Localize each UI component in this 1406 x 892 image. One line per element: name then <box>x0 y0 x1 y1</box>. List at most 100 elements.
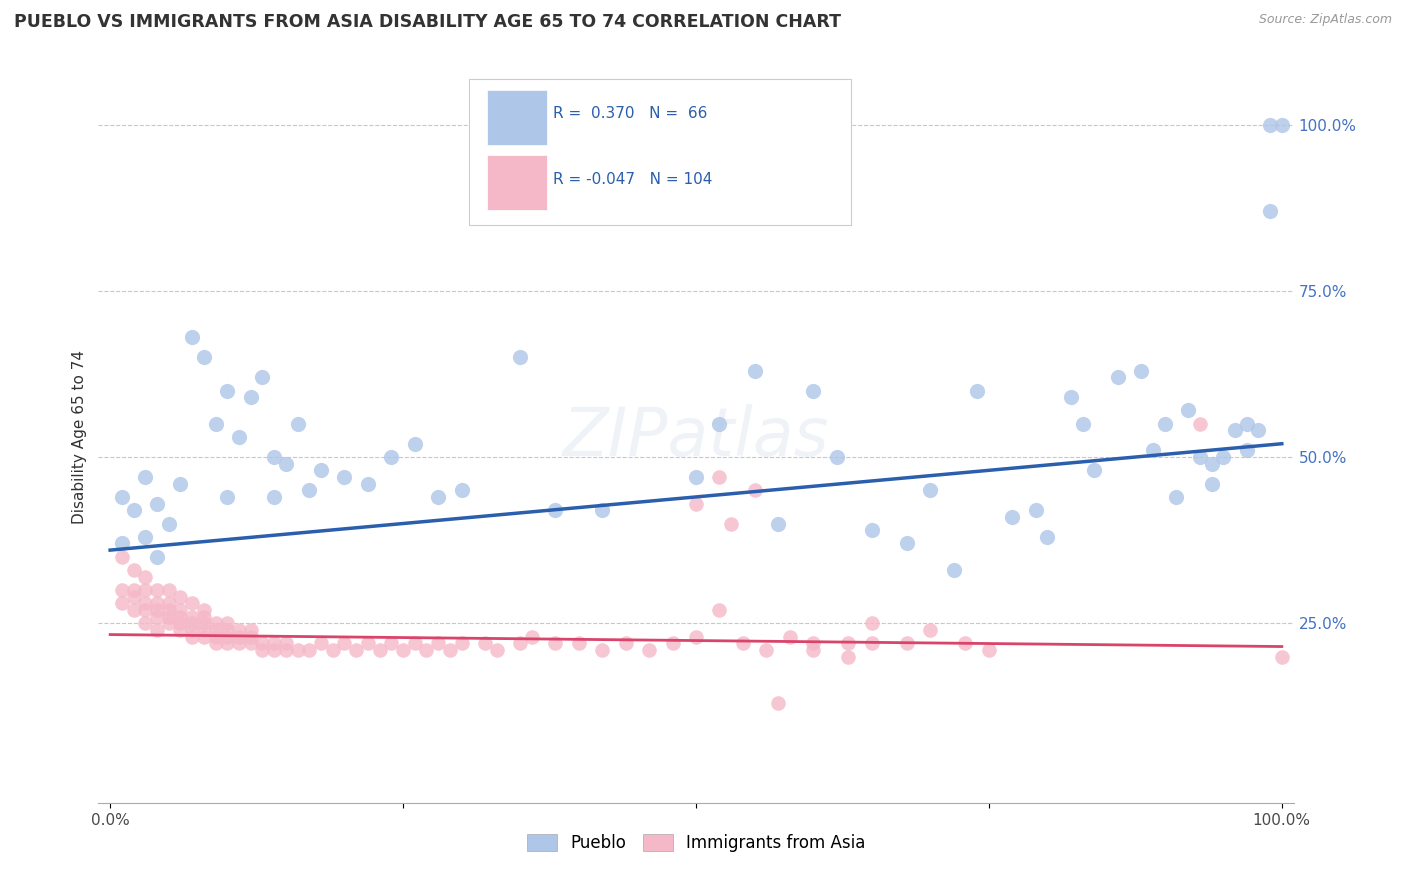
Point <box>111 490 134 504</box>
Point <box>415 643 437 657</box>
Point <box>404 436 426 450</box>
Point <box>157 609 180 624</box>
Point <box>122 590 145 604</box>
Point <box>169 616 191 631</box>
Point <box>380 450 402 464</box>
Point <box>1271 118 1294 132</box>
Point <box>977 643 1000 657</box>
Point <box>661 636 683 650</box>
Point <box>193 603 215 617</box>
Point <box>181 616 204 631</box>
Point <box>1166 490 1188 504</box>
Point <box>1107 370 1129 384</box>
Point <box>228 623 250 637</box>
Point <box>263 643 285 657</box>
Point <box>169 623 191 637</box>
Point <box>1258 204 1281 219</box>
Point <box>134 596 156 610</box>
Point <box>955 636 977 650</box>
Point <box>485 643 508 657</box>
Point <box>333 636 356 650</box>
Point <box>720 516 742 531</box>
Point <box>860 523 883 537</box>
Point <box>181 630 204 644</box>
Point <box>181 609 204 624</box>
Point <box>157 616 180 631</box>
Point <box>146 497 169 511</box>
Point <box>252 636 274 650</box>
Point <box>1258 118 1281 132</box>
Point <box>591 503 613 517</box>
Point <box>146 603 169 617</box>
Point <box>1201 476 1223 491</box>
Point <box>801 643 824 657</box>
Point <box>638 643 661 657</box>
Point <box>896 536 918 550</box>
Point <box>1130 363 1153 377</box>
Point <box>920 623 942 637</box>
Point <box>169 476 191 491</box>
Point <box>193 630 215 644</box>
Point <box>298 483 321 498</box>
Point <box>591 643 613 657</box>
FancyBboxPatch shape <box>470 78 852 225</box>
Point <box>1223 424 1246 438</box>
Point <box>228 630 250 644</box>
Point <box>134 603 156 617</box>
Point <box>122 503 145 517</box>
Point <box>263 450 285 464</box>
Point <box>1236 443 1258 458</box>
Point <box>239 390 262 404</box>
Point <box>263 636 285 650</box>
Point <box>239 636 262 650</box>
Point <box>766 696 789 710</box>
FancyBboxPatch shape <box>486 155 547 211</box>
Point <box>263 490 285 504</box>
Text: R = -0.047   N = 104: R = -0.047 N = 104 <box>553 172 711 187</box>
Point <box>193 623 215 637</box>
Point <box>744 483 766 498</box>
Point <box>217 384 239 398</box>
Point <box>239 623 262 637</box>
Point <box>450 483 472 498</box>
Point <box>685 470 707 484</box>
Point <box>217 636 239 650</box>
Point <box>509 351 531 365</box>
Point <box>217 616 239 631</box>
Point <box>157 603 180 617</box>
Point <box>298 643 321 657</box>
Point <box>204 630 226 644</box>
Point <box>217 490 239 504</box>
Point <box>122 582 145 597</box>
Point <box>111 536 134 550</box>
Point <box>614 636 637 650</box>
Point <box>1153 417 1175 431</box>
Point <box>709 417 731 431</box>
Point <box>146 582 169 597</box>
Text: PUEBLO VS IMMIGRANTS FROM ASIA DISABILITY AGE 65 TO 74 CORRELATION CHART: PUEBLO VS IMMIGRANTS FROM ASIA DISABILIT… <box>14 13 841 31</box>
Point <box>287 643 309 657</box>
Point <box>1271 649 1294 664</box>
Point <box>333 470 356 484</box>
Point <box>122 603 145 617</box>
Point <box>1177 403 1199 417</box>
Text: R =  0.370   N =  66: R = 0.370 N = 66 <box>553 106 707 121</box>
Point <box>685 630 707 644</box>
Point <box>146 609 169 624</box>
Point <box>157 582 180 597</box>
Point <box>709 470 731 484</box>
Point <box>322 643 344 657</box>
Point <box>568 636 591 650</box>
Point <box>1236 417 1258 431</box>
Point <box>357 636 380 650</box>
Point <box>134 570 156 584</box>
Point <box>1212 450 1234 464</box>
Point <box>450 636 472 650</box>
Point <box>474 636 496 650</box>
Point <box>392 643 415 657</box>
Point <box>274 636 297 650</box>
Point <box>1142 443 1164 458</box>
Point <box>274 457 297 471</box>
Point <box>368 643 391 657</box>
Point <box>111 549 134 564</box>
